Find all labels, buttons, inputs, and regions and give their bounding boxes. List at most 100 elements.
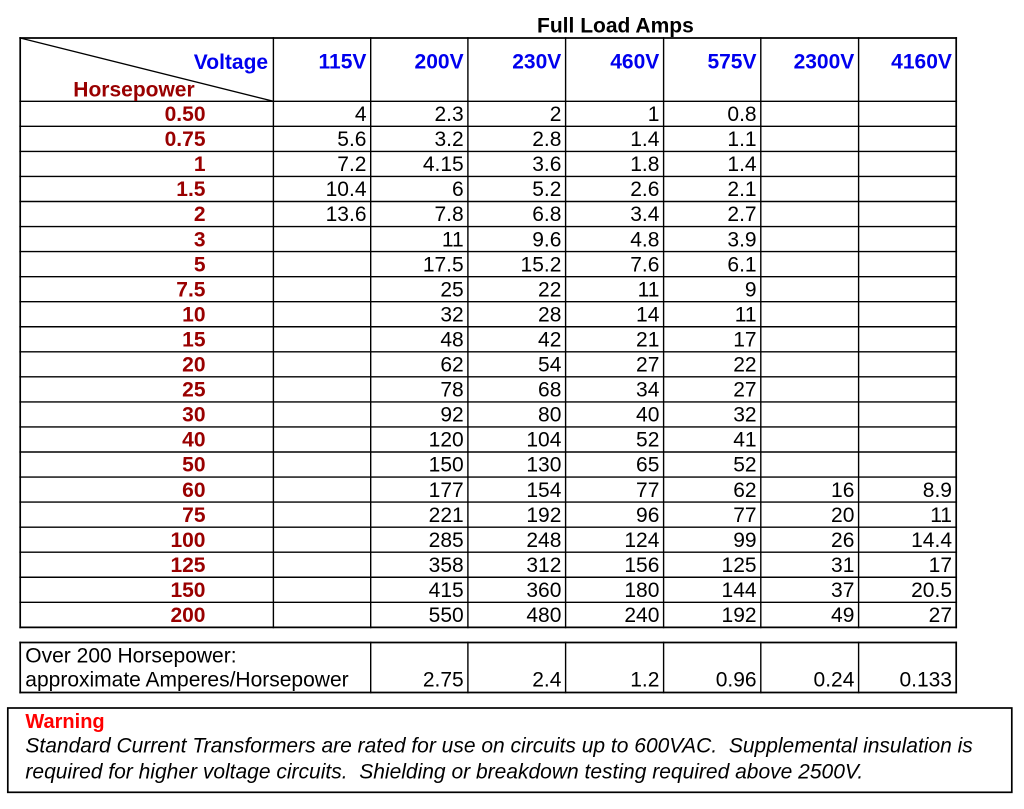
svg-text:14.4: 14.4 [911, 529, 952, 552]
svg-text:11: 11 [735, 303, 757, 326]
svg-text:180: 180 [624, 579, 659, 602]
svg-text:34: 34 [636, 379, 660, 402]
svg-text:0.133: 0.133 [899, 669, 952, 692]
svg-text:5: 5 [194, 253, 206, 276]
svg-text:1: 1 [194, 153, 206, 176]
svg-text:115V: 115V [319, 51, 367, 74]
svg-text:1.4: 1.4 [630, 128, 660, 151]
svg-text:10.4: 10.4 [326, 178, 367, 201]
svg-text:60: 60 [182, 479, 205, 502]
svg-text:9.6: 9.6 [532, 228, 561, 251]
svg-text:285: 285 [429, 529, 464, 552]
svg-text:150: 150 [429, 454, 464, 477]
svg-text:8.9: 8.9 [923, 479, 952, 502]
svg-text:125: 125 [170, 554, 205, 577]
svg-text:9: 9 [745, 278, 757, 301]
svg-text:7.2: 7.2 [337, 153, 366, 176]
svg-text:40: 40 [636, 404, 659, 427]
svg-text:68: 68 [538, 379, 561, 402]
svg-text:192: 192 [722, 604, 757, 627]
svg-text:2: 2 [550, 103, 562, 126]
svg-text:31: 31 [831, 554, 854, 577]
svg-text:26: 26 [831, 529, 854, 552]
svg-text:312: 312 [526, 554, 561, 577]
svg-text:460V: 460V [610, 51, 659, 74]
svg-text:78: 78 [440, 379, 463, 402]
svg-text:17: 17 [733, 328, 756, 351]
svg-text:7.6: 7.6 [630, 253, 659, 276]
svg-text:77: 77 [636, 479, 659, 502]
svg-text:17: 17 [929, 554, 952, 577]
svg-text:22: 22 [538, 278, 561, 301]
svg-text:124: 124 [624, 529, 659, 552]
svg-text:28: 28 [538, 303, 561, 326]
svg-text:2.75: 2.75 [423, 669, 464, 692]
svg-text:5.6: 5.6 [337, 128, 366, 151]
svg-text:100: 100 [170, 529, 205, 552]
svg-text:154: 154 [526, 479, 561, 502]
svg-text:42: 42 [538, 328, 561, 351]
svg-text:30: 30 [182, 404, 205, 427]
svg-text:Warning: Warning [25, 711, 104, 733]
svg-text:0.50: 0.50 [165, 103, 206, 126]
svg-text:2.7: 2.7 [727, 203, 756, 226]
svg-text:15: 15 [182, 328, 206, 351]
svg-text:4: 4 [355, 103, 367, 126]
svg-text:1.5: 1.5 [176, 178, 206, 201]
svg-text:required for higher voltage ci: required for higher voltage circuits. Sh… [25, 760, 863, 783]
svg-text:480: 480 [526, 604, 561, 627]
svg-text:52: 52 [636, 429, 659, 452]
svg-text:0.96: 0.96 [716, 669, 757, 692]
svg-text:1.1: 1.1 [727, 128, 756, 151]
svg-text:49: 49 [831, 604, 854, 627]
svg-text:2.1: 2.1 [727, 178, 756, 201]
svg-text:10: 10 [182, 303, 205, 326]
svg-text:156: 156 [624, 554, 659, 577]
svg-text:20.5: 20.5 [911, 579, 952, 602]
svg-text:5.2: 5.2 [532, 178, 561, 201]
svg-text:41: 41 [733, 429, 756, 452]
svg-text:Over 200 Horsepower:: Over 200 Horsepower: [25, 644, 236, 667]
svg-text:77: 77 [733, 504, 756, 527]
svg-text:40: 40 [182, 429, 205, 452]
svg-text:230V: 230V [512, 51, 561, 74]
svg-text:1.2: 1.2 [630, 669, 659, 692]
svg-text:1: 1 [648, 103, 660, 126]
svg-text:25: 25 [182, 379, 206, 402]
svg-text:1.4: 1.4 [727, 153, 757, 176]
svg-text:92: 92 [440, 404, 463, 427]
svg-text:32: 32 [440, 303, 463, 326]
svg-text:11: 11 [638, 278, 660, 301]
svg-text:27: 27 [929, 604, 952, 627]
svg-text:104: 104 [526, 429, 561, 452]
svg-text:16: 16 [831, 479, 854, 502]
svg-text:2.4: 2.4 [532, 669, 562, 692]
svg-text:54: 54 [538, 354, 562, 377]
svg-text:550: 550 [429, 604, 464, 627]
svg-text:17.5: 17.5 [423, 253, 464, 276]
svg-text:221: 221 [429, 504, 464, 527]
svg-text:0.24: 0.24 [814, 669, 855, 692]
svg-text:6.8: 6.8 [532, 203, 561, 226]
svg-text:7.5: 7.5 [176, 278, 206, 301]
svg-text:62: 62 [733, 479, 756, 502]
svg-text:Horsepower: Horsepower [73, 79, 194, 102]
svg-text:Standard Current Transformers: Standard Current Transformers are rated … [25, 735, 973, 758]
svg-text:248: 248 [526, 529, 561, 552]
svg-text:2.3: 2.3 [434, 103, 463, 126]
svg-text:125: 125 [722, 554, 757, 577]
svg-text:2.6: 2.6 [630, 178, 659, 201]
svg-text:358: 358 [429, 554, 464, 577]
svg-text:575V: 575V [707, 51, 756, 74]
svg-text:11: 11 [442, 228, 464, 251]
svg-text:50: 50 [182, 454, 205, 477]
svg-text:22: 22 [733, 354, 756, 377]
svg-text:2300V: 2300V [794, 51, 855, 74]
svg-text:130: 130 [526, 454, 561, 477]
svg-text:6: 6 [452, 178, 464, 201]
svg-text:96: 96 [636, 504, 659, 527]
svg-text:14: 14 [636, 303, 660, 326]
svg-text:240: 240 [624, 604, 659, 627]
svg-text:37: 37 [831, 579, 854, 602]
svg-text:3: 3 [194, 228, 206, 251]
